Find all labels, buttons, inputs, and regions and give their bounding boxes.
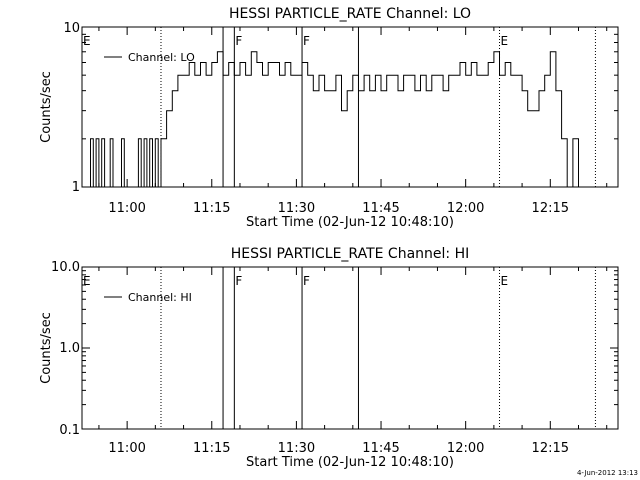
y-tick-label: 0.1 — [59, 423, 80, 438]
x-tick-label: 11:30 — [278, 201, 315, 216]
chart-lo-channel: HESSI PARTICLE_RATE Channel: LO Start Tim… — [39, 6, 619, 230]
footer-timestamp: 4-Jun-2012 13:13 — [577, 469, 638, 477]
x-tick-label: 11:00 — [108, 201, 145, 216]
event-marker-label: E — [501, 34, 509, 48]
event-marker-label: E — [501, 274, 509, 288]
chart-hi-channel: HESSI PARTICLE_RATE Channel: HI Start Tim… — [39, 246, 619, 470]
y-tick-label: 1.0 — [59, 341, 80, 356]
event-marker-label: F — [303, 274, 310, 288]
y-tick-label: 1 — [72, 180, 80, 195]
x-tick-label: 12:00 — [447, 201, 484, 216]
series-line — [87, 51, 590, 188]
event-marker-label: E — [83, 274, 91, 288]
event-marker-label: F — [235, 34, 242, 48]
y-axis-label: Counts/sec — [39, 71, 54, 143]
y-tick-label: 10 — [63, 21, 80, 36]
x-tick-label: 11:30 — [278, 441, 315, 456]
chart-title: HESSI PARTICLE_RATE Channel: HI — [231, 246, 469, 262]
legend-label: Channel: HI — [128, 291, 192, 304]
x-tick-label: 11:15 — [193, 201, 230, 216]
x-tick-label: 11:15 — [193, 441, 230, 456]
x-tick-label: 11:00 — [108, 441, 145, 456]
x-axis-label: Start Time (02-Jun-12 10:48:10) — [246, 455, 454, 470]
legend-label: Channel: LO — [128, 51, 195, 64]
chart-title: HESSI PARTICLE_RATE Channel: LO — [229, 6, 471, 22]
x-tick-label: 12:00 — [447, 441, 484, 456]
x-tick-label: 12:15 — [532, 441, 569, 456]
y-axis-label: Counts/sec — [39, 312, 54, 384]
event-marker-label: E — [83, 34, 91, 48]
x-tick-label: 11:45 — [362, 441, 399, 456]
x-tick-label: 11:45 — [362, 201, 399, 216]
x-axis-label: Start Time (02-Jun-12 10:48:10) — [246, 215, 454, 230]
plot-frame — [81, 26, 619, 188]
event-marker-label: F — [235, 274, 242, 288]
event-marker-label: F — [303, 34, 310, 48]
y-tick-label: 10.0 — [51, 260, 80, 275]
x-tick-label: 12:15 — [532, 201, 569, 216]
